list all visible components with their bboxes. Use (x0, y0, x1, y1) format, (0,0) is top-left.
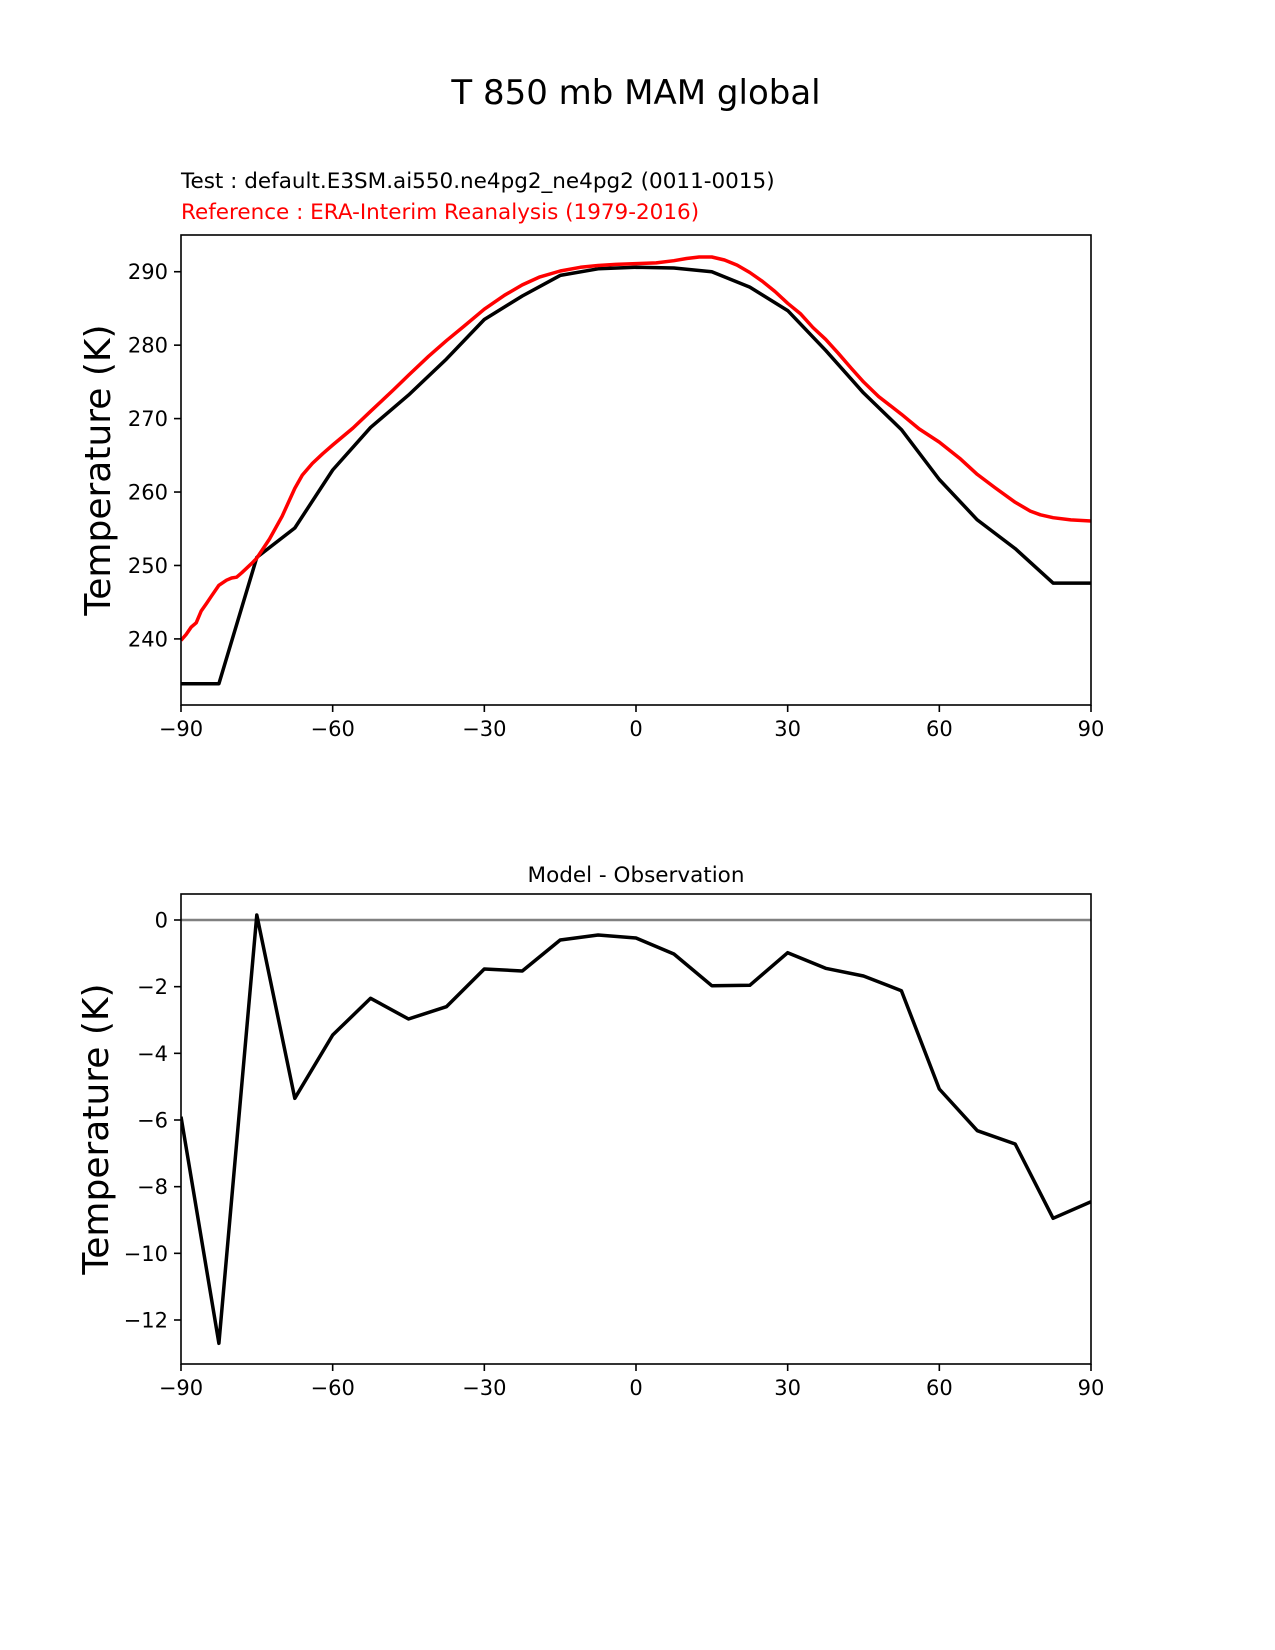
y-tick-label: −8 (137, 1175, 168, 1199)
y-tick-label: −4 (137, 1042, 168, 1066)
x-tick-label: 90 (1078, 1376, 1105, 1400)
y-tick-label: 240 (128, 627, 168, 651)
x-tick-label: 60 (926, 1376, 953, 1400)
y-tick-label: 280 (128, 334, 168, 358)
series-line-reference (181, 255, 1091, 642)
x-tick-label: −60 (311, 1376, 355, 1400)
x-tick-label: −90 (159, 1376, 203, 1400)
y-tick-label: −2 (137, 975, 168, 999)
x-tick-label: 0 (629, 717, 642, 741)
y-tick-label: 250 (128, 554, 168, 578)
bottom-title: Model - Observation (528, 863, 745, 888)
x-tick-label: 90 (1078, 717, 1105, 741)
y-tick-label: 290 (128, 260, 168, 284)
x-tick-label: −90 (159, 717, 203, 741)
series-line-test (181, 265, 1091, 686)
bottom-axes: −90 −60 −30 0 30 60 90 0 −2 −4 −6 −8 −10 −12 (124, 893, 1105, 1400)
x-tick-label: 60 (926, 717, 953, 741)
axes-frame (180, 234, 1092, 706)
x-tick-label: −30 (462, 1376, 506, 1400)
top-axes: −90 −60 −30 0 30 60 90 240 250 260 270 280 290 (128, 234, 1105, 741)
axes-frame (180, 893, 1092, 1365)
y-tick-label: 260 (128, 481, 168, 505)
y-tick-label: −6 (137, 1109, 168, 1133)
y-tick-label: 270 (128, 407, 168, 431)
bottom-ylabel: Temperature (K) (76, 983, 117, 1275)
x-tick-label: −60 (311, 717, 355, 741)
reference-label: Reference : ERA-Interim Reanalysis (1979… (181, 200, 699, 225)
x-tick-label: −30 (462, 717, 506, 741)
x-tick-label: 0 (629, 1376, 642, 1400)
y-tick-label: −12 (124, 1309, 168, 1333)
series-line-model-observation (181, 913, 1091, 1346)
x-tick-label: 30 (774, 717, 801, 741)
y-tick-label: 0 (155, 909, 168, 933)
y-tick-label: −10 (124, 1242, 168, 1266)
test-label: Test : default.E3SM.ai550.ne4pg2_ne4pg2 … (180, 169, 775, 194)
figure-title: T 850 mb MAM global (450, 73, 820, 113)
x-tick-label: 30 (774, 1376, 801, 1400)
top-ylabel: Temperature (K) (78, 324, 119, 616)
